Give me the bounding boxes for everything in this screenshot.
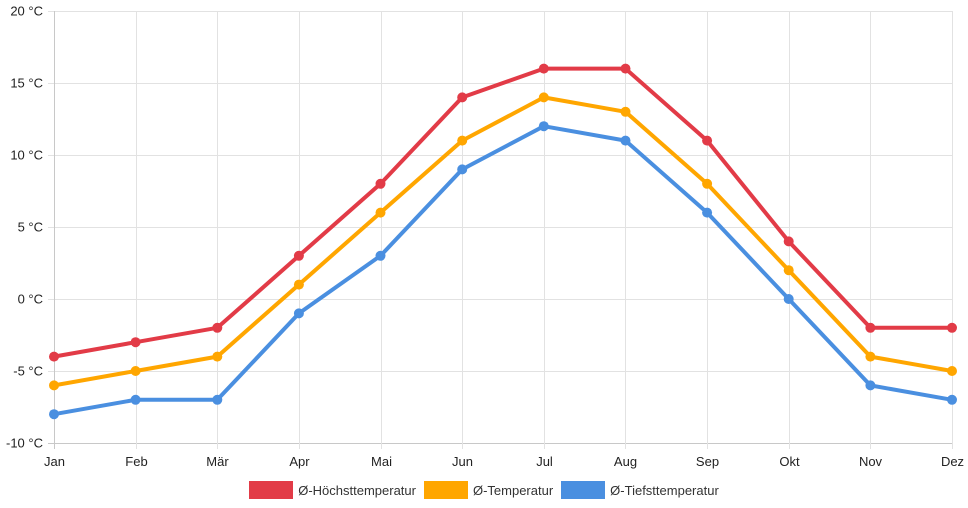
y-tick-label: -5 °C (13, 364, 43, 379)
data-point[interactable] (783, 294, 794, 304)
data-point[interactable] (212, 351, 223, 362)
legend-label: Ø-Höchsttemperatur (298, 482, 416, 498)
x-tick-label: Sep (696, 454, 719, 469)
x-tick-label: Mai (371, 454, 392, 469)
legend-item[interactable]: Ø-Tiefsttemperatur (561, 481, 719, 499)
data-point[interactable] (865, 380, 876, 391)
series-line (53, 124, 953, 417)
y-axis-ticks: 20 °C 15 °C 10 °C 5 °C 0 °C -5 °C -10 °C (6, 4, 43, 451)
data-point[interactable] (457, 92, 468, 103)
data-point[interactable] (538, 92, 549, 103)
temperature-line-chart: 20 °C 15 °C 10 °C 5 °C 0 °C -5 °C -10 °C Jan Fe… (6, 4, 964, 470)
legend-item[interactable]: Ø-Temperatur (423, 481, 554, 499)
series-0 (49, 63, 957, 362)
data-point[interactable] (783, 265, 794, 276)
legend-swatch (561, 481, 606, 499)
x-tick-label: Aug (614, 454, 637, 469)
legend-label: Ø-Temperatur (472, 482, 554, 498)
data-point[interactable] (49, 380, 59, 391)
x-tick-label: Okt (779, 454, 800, 469)
data-point[interactable] (538, 121, 549, 132)
data-point[interactable] (375, 178, 386, 189)
series-2 (49, 121, 957, 420)
data-point[interactable] (702, 207, 713, 218)
y-tick-label: 10 °C (10, 148, 43, 163)
x-tick-label: Jul (536, 454, 553, 469)
x-tick-label: Apr (289, 454, 310, 469)
data-point[interactable] (457, 135, 468, 146)
data-point[interactable] (49, 409, 59, 420)
data-point[interactable] (375, 207, 386, 218)
x-axis-ticks: Jan Feb Mär Apr Mai Jun Jul Aug Sep Okt Nov Dez (44, 454, 964, 469)
data-point[interactable] (293, 250, 304, 261)
data-point[interactable] (538, 63, 549, 74)
data-point[interactable] (620, 106, 631, 117)
data-point[interactable] (212, 394, 223, 405)
legend-item[interactable]: Ø-Höchsttemperatur (249, 481, 416, 499)
data-point[interactable] (947, 366, 957, 376)
data-point[interactable] (130, 337, 141, 348)
data-point[interactable] (702, 178, 713, 189)
data-point[interactable] (130, 366, 141, 376)
data-point[interactable] (702, 135, 713, 146)
y-tick-label: 20 °C (10, 4, 43, 19)
y-tick-label: 15 °C (10, 76, 43, 91)
series-1 (49, 92, 957, 391)
grid-lines (48, 11, 953, 449)
x-tick-label: Jun (452, 454, 473, 469)
x-tick-label: Nov (859, 454, 883, 469)
data-point[interactable] (947, 322, 957, 333)
data-point[interactable] (783, 236, 794, 247)
data-point[interactable] (293, 308, 304, 319)
data-point[interactable] (49, 351, 59, 362)
data-point[interactable] (865, 351, 876, 362)
y-tick-label: -10 °C (6, 436, 43, 451)
x-tick-label: Mär (206, 454, 229, 469)
data-point[interactable] (375, 250, 386, 261)
chart-legend: Ø-Höchsttemperatur Ø-Temperatur Ø-Tiefstte… (0, 481, 968, 499)
data-point[interactable] (130, 394, 141, 405)
series-line (53, 95, 953, 388)
y-tick-label: 5 °C (18, 220, 43, 235)
legend-swatch (423, 481, 468, 499)
x-tick-label: Dez (941, 454, 964, 469)
x-tick-label: Jan (44, 454, 65, 469)
series-line (53, 66, 952, 359)
data-point[interactable] (947, 394, 957, 405)
y-tick-label: 0 °C (18, 292, 43, 307)
data-point[interactable] (865, 322, 876, 333)
data-point[interactable] (293, 279, 304, 290)
data-point[interactable] (457, 164, 468, 175)
data-point[interactable] (212, 322, 223, 333)
legend-swatch (249, 481, 294, 499)
series-lines (49, 63, 957, 420)
x-tick-label: Feb (125, 454, 147, 469)
data-point[interactable] (620, 63, 631, 74)
data-point[interactable] (620, 135, 631, 146)
legend-label: Ø-Tiefsttemperatur (610, 482, 719, 498)
